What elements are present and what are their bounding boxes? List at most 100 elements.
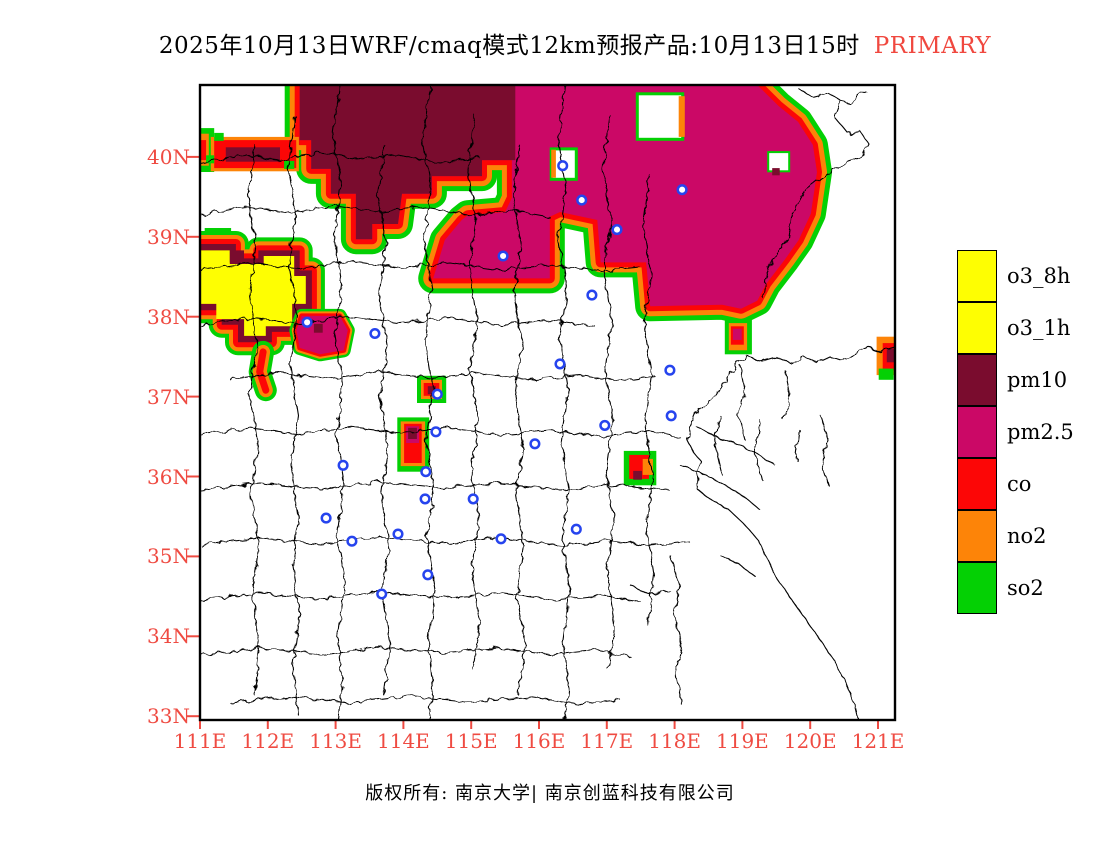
- boundary-line-8: [782, 369, 791, 421]
- legend-swatch-no2: [957, 510, 997, 562]
- boundary-line-9: [819, 414, 829, 486]
- city-marker: [665, 410, 677, 422]
- lat-tick-label: 40N: [147, 144, 190, 169]
- city-marker: [497, 250, 509, 262]
- legend-swatch-pm2.5: [957, 406, 997, 458]
- boundary-line-32: [557, 85, 571, 720]
- lon-tick-label: 113E: [309, 729, 362, 753]
- boundary-line-10: [679, 464, 761, 511]
- axis-ticks: [187, 155, 879, 729]
- county-boundaries: [200, 85, 895, 720]
- taiyuan-pm25-patch-halo-co: [293, 313, 351, 357]
- boundary-line-2: [762, 192, 804, 300]
- patch-taian-pm10: [633, 470, 642, 480]
- city-marker: [676, 184, 688, 196]
- city-marker: [420, 466, 432, 478]
- legend-swatch-co: [957, 458, 997, 510]
- lon-tick-label: 112E: [241, 729, 295, 753]
- boundary-line-13: [719, 554, 757, 578]
- lat-tick-label: 37N: [147, 384, 190, 409]
- legend-label: o3_8h: [1007, 264, 1071, 288]
- lon-tick-label: 111E: [173, 729, 227, 753]
- shanxi-o3-core: [200, 250, 306, 336]
- patch-shijiazhuang-pm10: [427, 386, 436, 395]
- city-marker: [430, 426, 442, 438]
- boundary-line-4: [687, 362, 738, 491]
- clean-island-2-edge: [551, 149, 556, 178]
- legend-label: co: [1007, 472, 1032, 496]
- lon-tick-label: 114E: [377, 729, 430, 753]
- lon-tick-label: 119E: [716, 729, 769, 753]
- boundary-line-26: [287, 114, 301, 716]
- boundary-line-31: [512, 144, 526, 696]
- boundary-line-14: [200, 152, 481, 164]
- legend-label: o3_1h: [1007, 316, 1071, 340]
- boundary-line-33: [602, 114, 616, 671]
- nw-bar-so2-b: [284, 160, 295, 169]
- clean-island-1: [635, 92, 685, 141]
- boundary-line-11: [669, 554, 683, 706]
- legend-label: pm10: [1007, 368, 1068, 392]
- lat-tick-label: 35N: [147, 544, 190, 569]
- map-canvas: [187, 83, 897, 729]
- lon-tick-label: 117E: [580, 729, 634, 753]
- boundary-line-7: [737, 364, 746, 441]
- city-marker: [419, 493, 431, 505]
- legend-swatch-o3_8h: [957, 250, 997, 302]
- legend-label: so2: [1007, 576, 1044, 600]
- legend-swatch-o3_1h: [957, 302, 997, 354]
- patch-dongying-pm25: [732, 328, 742, 340]
- city-marker: [664, 364, 676, 376]
- city-marker: [346, 535, 358, 547]
- city-marker: [611, 224, 623, 236]
- boundary-line-20: [200, 481, 671, 492]
- patch-east-edge-pm10: [886, 348, 895, 363]
- city-marker: [431, 388, 443, 400]
- copyright-text: 版权所有: 南京大学| 南京创蓝科技有限公司: [365, 783, 735, 804]
- boundary-line-15: [200, 204, 551, 218]
- boundary-line-35: [714, 414, 723, 476]
- copyright-footer: 版权所有: 南京大学| 南京创蓝科技有限公司: [0, 779, 1100, 805]
- boundary-line-34: [642, 174, 655, 626]
- boundary-line-19: [200, 426, 681, 438]
- lat-tick-label: 33N: [147, 704, 190, 729]
- nw-border-cell-co: [200, 140, 207, 161]
- nw-bar-so2-c: [206, 155, 215, 164]
- city-marker: [337, 459, 349, 471]
- forecast-map: [187, 83, 897, 729]
- boundary-line-21: [200, 536, 691, 547]
- north-pm10-core: [299, 85, 516, 240]
- city-marker: [392, 528, 404, 540]
- city-marker: [495, 533, 507, 545]
- patch-east-edge-so2: [878, 368, 894, 380]
- boundary-line-30: [467, 114, 481, 671]
- city-marker: [422, 569, 434, 581]
- boundary-line-24: [229, 695, 621, 705]
- taiyuan-pm10-px: [313, 323, 323, 333]
- pollutant-regions: [200, 85, 895, 486]
- boundary-line-12: [629, 584, 671, 596]
- city-markers: [301, 160, 688, 600]
- city-marker: [599, 419, 611, 431]
- title-highlight: PRIMARY: [873, 33, 992, 59]
- lat-tick-label: 39N: [147, 224, 190, 249]
- lon-tick-label: 115E: [444, 729, 498, 753]
- patch-taian-no2: [642, 458, 653, 475]
- boundary-line-25: [247, 144, 261, 696]
- lat-tick-label: 36N: [147, 464, 190, 489]
- city-marker: [576, 194, 588, 206]
- city-marker: [557, 160, 569, 172]
- boundary-line-16: [200, 260, 641, 272]
- boundary-line-1: [802, 89, 869, 194]
- city-marker: [570, 523, 582, 535]
- city-marker: [320, 512, 332, 524]
- clean-island-1-edge: [678, 96, 685, 137]
- tail-strip-halo-co: [256, 348, 270, 394]
- map-border: [198, 83, 897, 722]
- boundary-line-28: [377, 144, 391, 696]
- boundary-line-27: [332, 85, 346, 720]
- boundary-line-5: [697, 489, 859, 720]
- lon-tick-label: 120E: [783, 729, 837, 753]
- city-marker: [301, 316, 313, 328]
